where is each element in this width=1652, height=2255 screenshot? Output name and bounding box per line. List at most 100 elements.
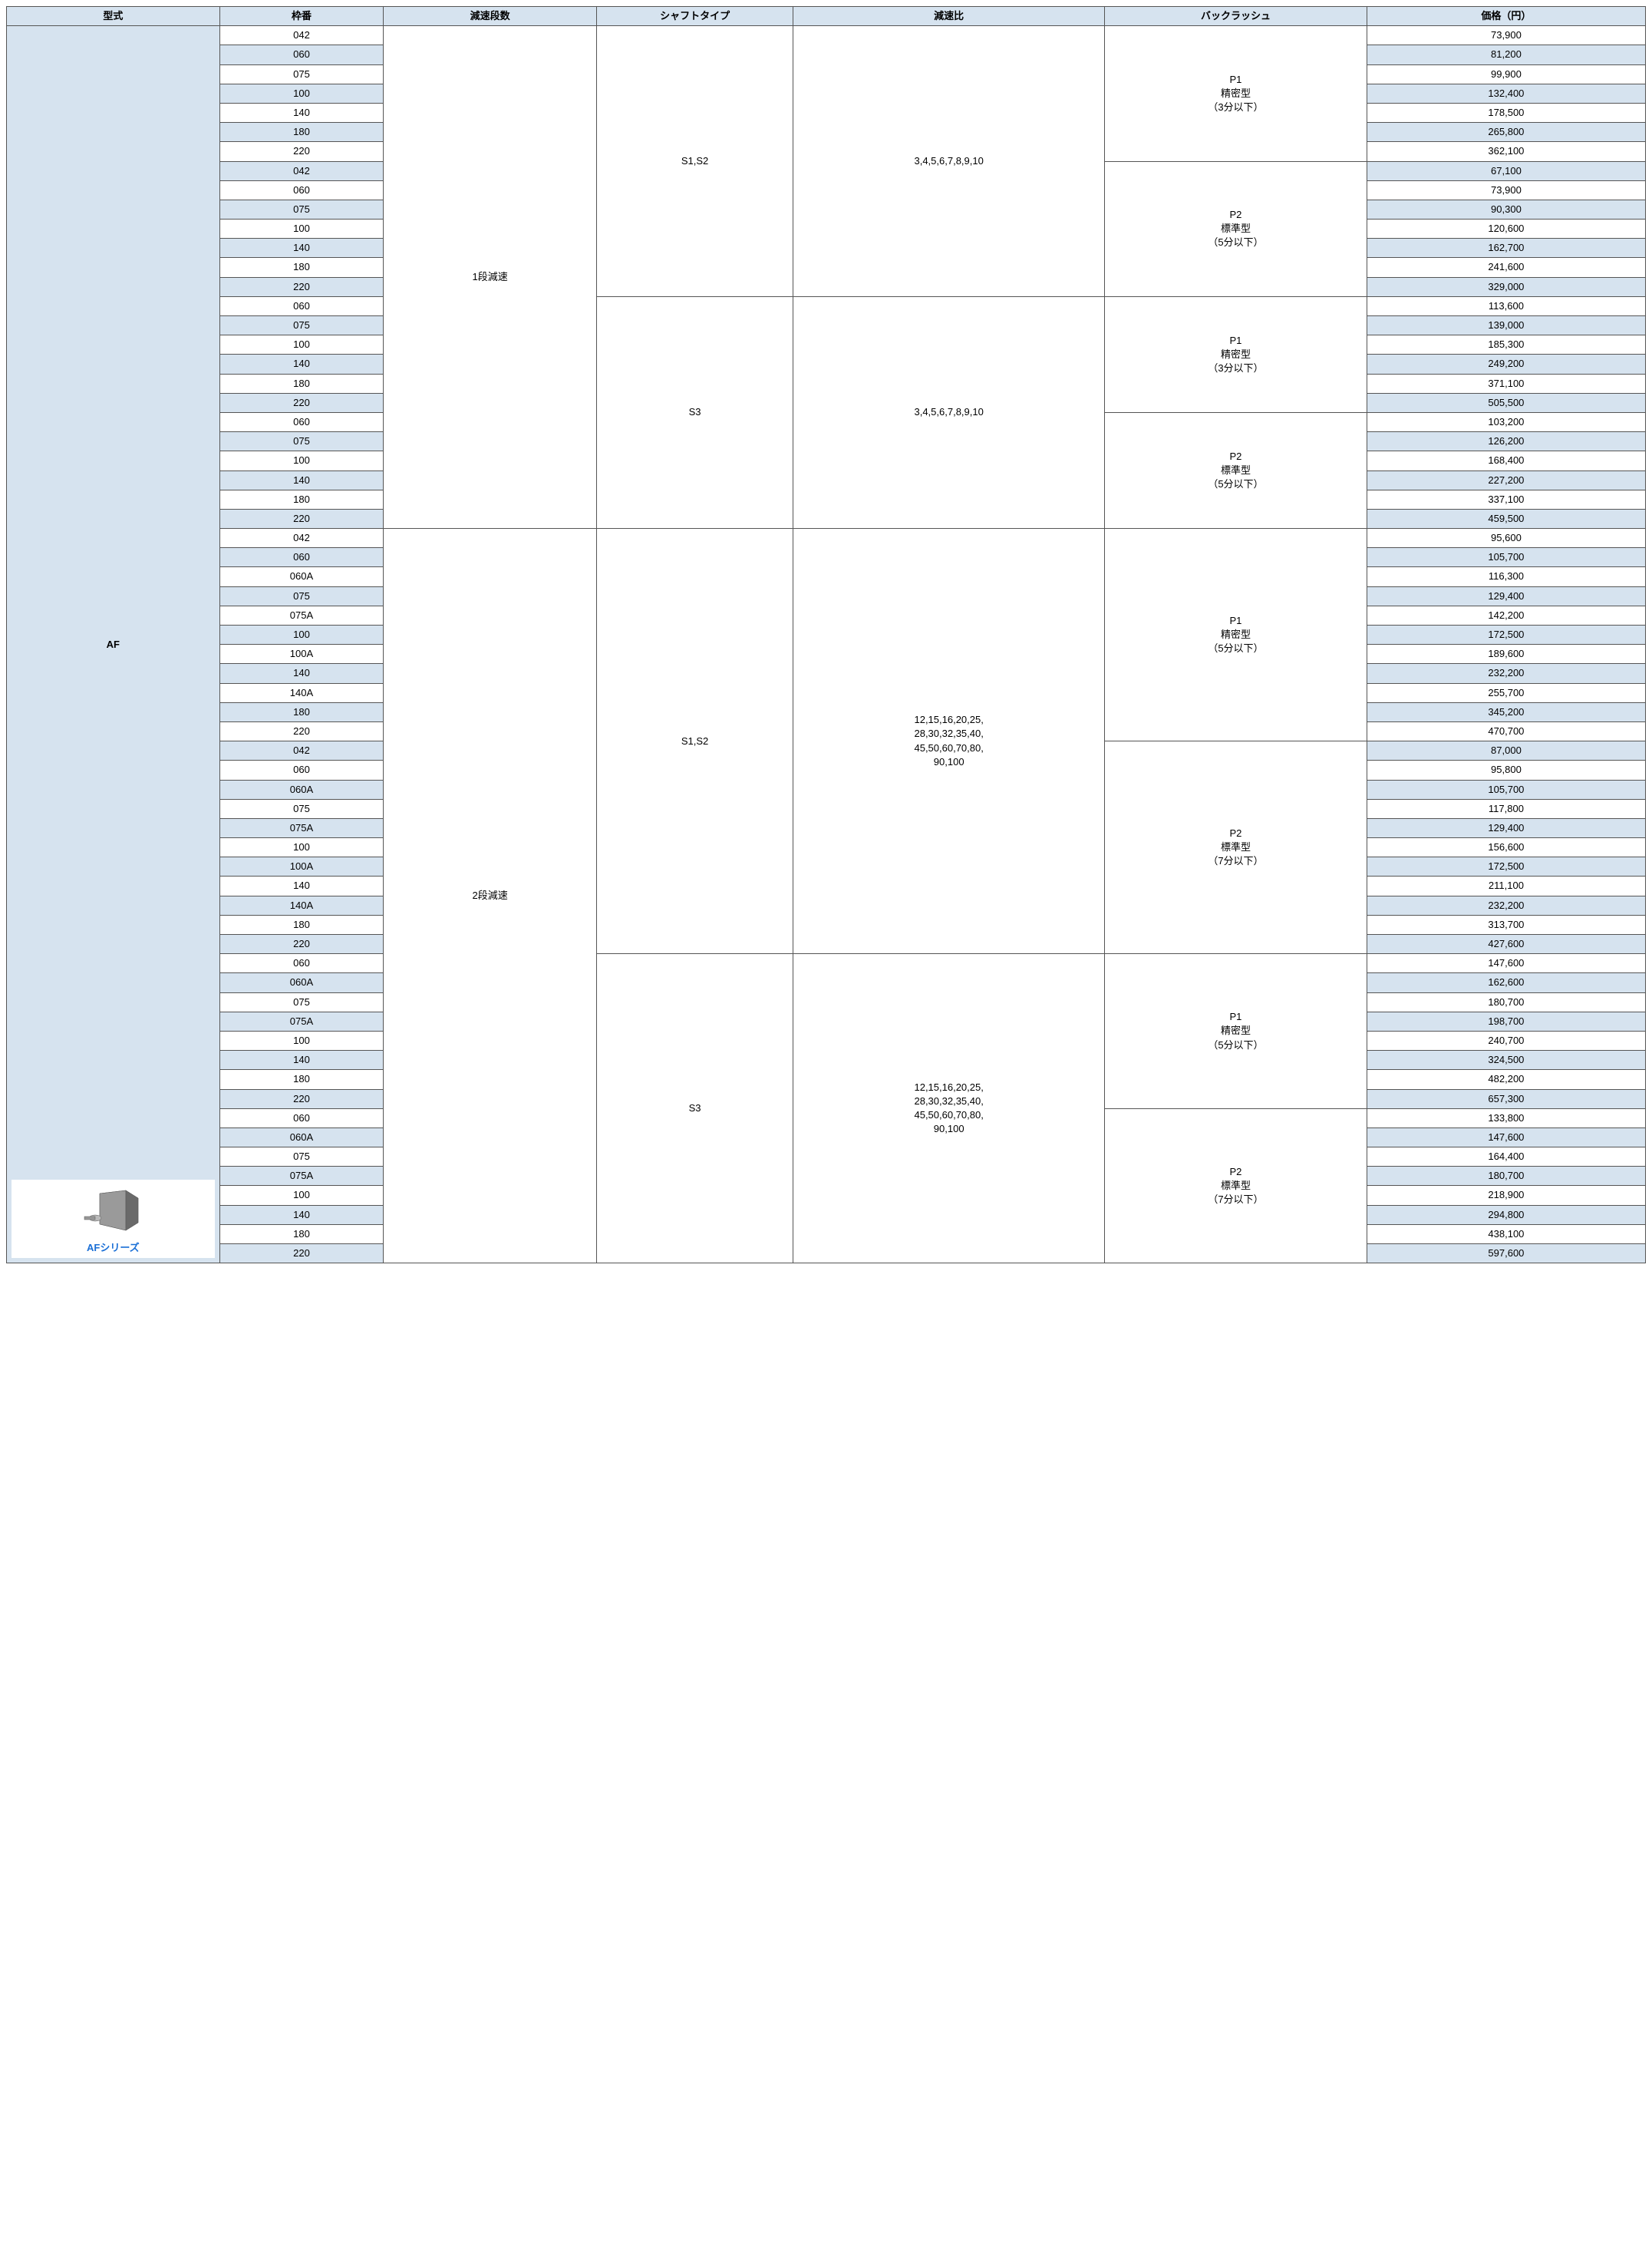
column-header: 枠番 [219, 7, 384, 26]
price-cell: 505,500 [1367, 393, 1645, 412]
frame-cell: 180 [219, 490, 384, 509]
table-row: AFAFシリーズ0421段減速S1,S23,4,5,6,7,8,9,10P1精密… [7, 26, 1646, 45]
price-cell: 459,500 [1367, 509, 1645, 528]
stage-cell: 2段減速 [384, 529, 597, 1263]
frame-cell: 140 [219, 470, 384, 490]
ratio-cell: 3,4,5,6,7,8,9,10 [793, 26, 1105, 297]
frame-cell: 220 [219, 935, 384, 954]
frame-cell: 140 [219, 664, 384, 683]
frame-cell: 180 [219, 915, 384, 934]
frame-cell: 075 [219, 992, 384, 1012]
price-cell: 180,700 [1367, 1167, 1645, 1186]
frame-cell: 100 [219, 1186, 384, 1205]
frame-cell: 042 [219, 529, 384, 548]
price-cell: 438,100 [1367, 1224, 1645, 1243]
price-cell: 362,100 [1367, 142, 1645, 161]
backlash-cell: P1精密型（5分以下） [1105, 954, 1367, 1109]
frame-cell: 060A [219, 973, 384, 992]
price-cell: 129,400 [1367, 818, 1645, 837]
price-cell: 117,800 [1367, 799, 1645, 818]
price-cell: 95,600 [1367, 529, 1645, 548]
frame-cell: 100A [219, 645, 384, 664]
backlash-cell: P2標準型（5分以下） [1105, 161, 1367, 296]
column-header: バックラッシュ [1105, 7, 1367, 26]
frame-cell: 180 [219, 258, 384, 277]
frame-cell: 075 [219, 432, 384, 451]
price-cell: 198,700 [1367, 1012, 1645, 1031]
price-cell: 133,800 [1367, 1108, 1645, 1128]
price-cell: 147,600 [1367, 954, 1645, 973]
frame-cell: 100 [219, 838, 384, 857]
shaft-cell: S1,S2 [596, 26, 793, 297]
price-cell: 120,600 [1367, 220, 1645, 239]
price-cell: 147,600 [1367, 1128, 1645, 1147]
frame-cell: 140 [219, 877, 384, 896]
price-cell: 81,200 [1367, 45, 1645, 64]
price-cell: 156,600 [1367, 838, 1645, 857]
frame-cell: 140 [219, 239, 384, 258]
price-cell: 99,900 [1367, 64, 1645, 84]
ratio-cell: 12,15,16,20,25,28,30,32,35,40,45,50,60,7… [793, 954, 1105, 1263]
frame-cell: 140 [219, 103, 384, 122]
price-cell: 227,200 [1367, 470, 1645, 490]
frame-cell: 140A [219, 896, 384, 915]
price-cell: 313,700 [1367, 915, 1645, 934]
frame-cell: 100 [219, 335, 384, 355]
frame-cell: 060A [219, 567, 384, 586]
frame-cell: 140 [219, 355, 384, 374]
price-cell: 371,100 [1367, 374, 1645, 393]
price-cell: 240,700 [1367, 1031, 1645, 1050]
frame-cell: 180 [219, 1070, 384, 1089]
column-header: シャフトタイプ [596, 7, 793, 26]
backlash-cell: P1精密型（3分以下） [1105, 26, 1367, 161]
frame-cell: 140 [219, 1051, 384, 1070]
frame-cell: 220 [219, 1244, 384, 1263]
price-cell: 470,700 [1367, 721, 1645, 741]
stage-cell: 1段減速 [384, 26, 597, 529]
frame-cell: 060A [219, 1128, 384, 1147]
price-cell: 241,600 [1367, 258, 1645, 277]
price-cell: 162,600 [1367, 973, 1645, 992]
price-cell: 87,000 [1367, 741, 1645, 761]
price-cell: 265,800 [1367, 123, 1645, 142]
frame-cell: 180 [219, 702, 384, 721]
price-cell: 185,300 [1367, 335, 1645, 355]
backlash-cell: P2標準型（7分以下） [1105, 1108, 1367, 1263]
shaft-cell: S3 [596, 296, 793, 528]
frame-cell: 220 [219, 509, 384, 528]
price-cell: 142,200 [1367, 606, 1645, 625]
product-box: AFシリーズ [12, 1180, 215, 1258]
price-cell: 211,100 [1367, 877, 1645, 896]
price-cell: 482,200 [1367, 1070, 1645, 1089]
price-cell: 189,600 [1367, 645, 1645, 664]
frame-cell: 075 [219, 200, 384, 219]
model-cell: AF AFシリーズ [7, 26, 220, 1263]
frame-cell: 060 [219, 180, 384, 200]
price-cell: 337,100 [1367, 490, 1645, 509]
price-cell: 126,200 [1367, 432, 1645, 451]
price-cell: 329,000 [1367, 277, 1645, 296]
table-row: 0422段減速S1,S212,15,16,20,25,28,30,32,35,4… [7, 529, 1646, 548]
frame-cell: 140 [219, 1205, 384, 1224]
column-header: 減速段数 [384, 7, 597, 26]
model-label: AF [10, 638, 216, 652]
frame-cell: 180 [219, 123, 384, 142]
frame-cell: 060 [219, 412, 384, 431]
frame-cell: 060 [219, 45, 384, 64]
frame-cell: 075A [219, 1167, 384, 1186]
frame-cell: 042 [219, 741, 384, 761]
price-cell: 113,600 [1367, 296, 1645, 315]
frame-cell: 220 [219, 142, 384, 161]
price-cell: 218,900 [1367, 1186, 1645, 1205]
frame-cell: 075 [219, 799, 384, 818]
price-cell: 657,300 [1367, 1089, 1645, 1108]
frame-cell: 100 [219, 84, 384, 103]
frame-cell: 075 [219, 1147, 384, 1167]
price-cell: 249,200 [1367, 355, 1645, 374]
price-cell: 73,900 [1367, 180, 1645, 200]
shaft-cell: S3 [596, 954, 793, 1263]
price-cell: 294,800 [1367, 1205, 1645, 1224]
frame-cell: 060 [219, 761, 384, 780]
frame-cell: 060 [219, 954, 384, 973]
frame-cell: 075A [219, 818, 384, 837]
